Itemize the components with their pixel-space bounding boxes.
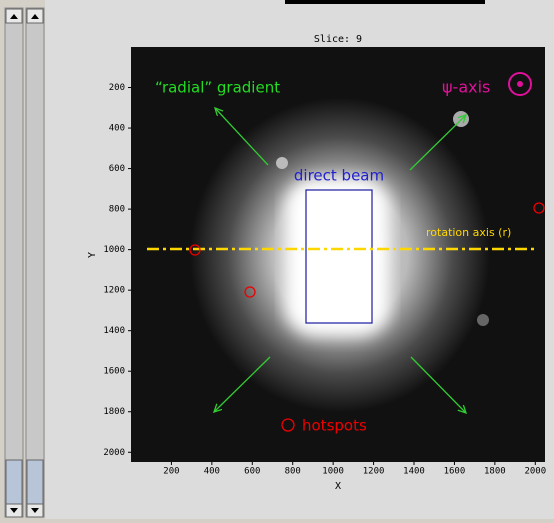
annotation: direct beam bbox=[294, 167, 384, 185]
scroll-thumb[interactable] bbox=[27, 460, 43, 504]
annotation: rotation axis (r) bbox=[426, 226, 511, 239]
x-tick-label: 800 bbox=[285, 467, 301, 477]
y-tick-label: 1600 bbox=[103, 367, 125, 377]
x-axis-label: X bbox=[335, 481, 341, 492]
y-tick-label: 1800 bbox=[103, 407, 125, 417]
x-tick-label: 600 bbox=[244, 467, 260, 477]
y-tick-label: 800 bbox=[109, 205, 125, 215]
y-tick-label: 200 bbox=[109, 83, 125, 93]
x-tick-label: 1600 bbox=[444, 467, 466, 477]
scrollbar[interactable] bbox=[5, 8, 23, 517]
x-tick-label: 1400 bbox=[403, 467, 425, 477]
x-tick-label: 200 bbox=[163, 467, 179, 477]
x-tick-label: 400 bbox=[204, 467, 220, 477]
y-tick-label: 1400 bbox=[103, 326, 125, 336]
y-tick-label: 1200 bbox=[103, 286, 125, 296]
spot bbox=[477, 314, 489, 326]
x-tick-label: 1800 bbox=[484, 467, 506, 477]
top-bar bbox=[285, 0, 485, 4]
annotation: ψ-axis bbox=[442, 78, 490, 97]
y-tick-label: 400 bbox=[109, 124, 125, 134]
scroll-thumb[interactable] bbox=[6, 460, 22, 504]
y-axis-label: Y bbox=[87, 252, 98, 258]
y-tick-label: 600 bbox=[109, 164, 125, 174]
scrollbar[interactable] bbox=[26, 8, 44, 517]
y-tick-label: 1000 bbox=[103, 245, 125, 255]
viewer: “radial” gradient ψ-axis direct beam rot… bbox=[0, 0, 554, 519]
beam-stop bbox=[306, 190, 372, 323]
y-tick-label: 2000 bbox=[103, 448, 125, 458]
annotation: “radial” gradient bbox=[155, 79, 280, 97]
page: “radial” gradient ψ-axis direct beam rot… bbox=[0, 0, 554, 519]
x-tick-label: 1200 bbox=[363, 467, 385, 477]
axis-symbol-dot bbox=[517, 81, 523, 87]
x-tick-label: 1000 bbox=[322, 467, 344, 477]
chart-title: Slice: 9 bbox=[314, 34, 362, 45]
spot bbox=[276, 157, 288, 169]
annotation: hotspots bbox=[302, 417, 367, 435]
x-tick-label: 2000 bbox=[524, 467, 546, 477]
